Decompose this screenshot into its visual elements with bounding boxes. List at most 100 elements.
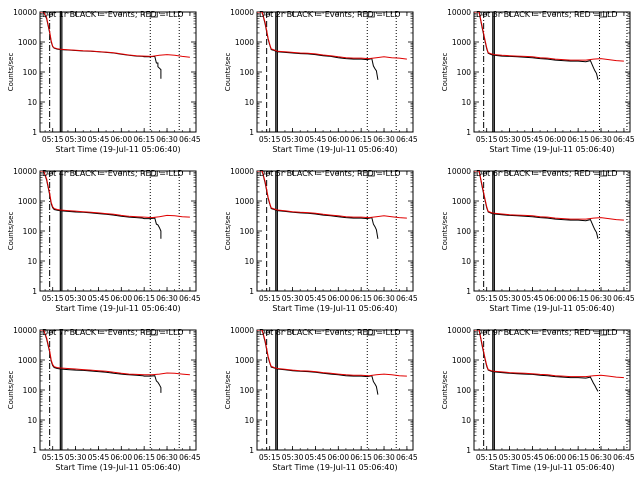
y-tick-label: 1 [249, 128, 254, 137]
events-series-line [40, 12, 162, 79]
y-axis-label: Counts/sec [7, 212, 15, 251]
x-tick-label: 05:30 [499, 453, 521, 462]
x-tick-label: 06:15 [567, 135, 589, 144]
x-tick-label: 06:30 [590, 294, 612, 303]
x-tick-label: 06:45 [613, 294, 635, 303]
x-tick-label: 05:30 [499, 294, 521, 303]
y-tick-label: 10000 [447, 167, 471, 176]
plot-frame [39, 170, 197, 292]
x-axis-label: Start Time (19-Jul-11 05:06:40) [55, 145, 180, 154]
y-tick-label: 1000 [235, 38, 254, 47]
x-tick-label: 06:00 [327, 294, 349, 303]
y-tick-label: 1000 [18, 38, 37, 47]
x-tick-label: 05:45 [88, 294, 110, 303]
x-tick-label: 05:45 [88, 135, 110, 144]
x-tick-label: 06:45 [179, 294, 201, 303]
x-tick-label: 06:00 [327, 453, 349, 462]
x-tick-label: 05:45 [305, 294, 327, 303]
y-tick-label: 1000 [452, 38, 471, 47]
x-tick-label: 06:00 [544, 135, 566, 144]
y-tick-label: 100 [23, 386, 38, 395]
x-tick-label: 06:45 [613, 135, 635, 144]
x-tick-label: 06:45 [613, 453, 635, 462]
x-tick-label: 06:30 [156, 453, 178, 462]
interval-bracket [149, 171, 158, 177]
y-tick-label: 10000 [230, 167, 254, 176]
panel-det-1: 1 10 100 1000 10000 05:15 05:30 05:45 06:00 06:15… [7, 8, 201, 154]
x-tick-label: 05:45 [305, 135, 327, 144]
y-tick-label: 100 [240, 227, 255, 236]
y-tick-label: 10000 [13, 8, 37, 17]
x-axis-label: Start Time (19-Jul-11 05:06:40) [489, 304, 614, 313]
x-tick-label: 06:30 [373, 453, 395, 462]
x-axis-label: Start Time (19-Jul-11 05:06:40) [55, 304, 180, 313]
x-tick-label: 05:15 [476, 294, 498, 303]
x-tick-label: 06:15 [133, 453, 155, 462]
lld-series-line [40, 12, 190, 58]
x-tick-label: 06:15 [350, 453, 372, 462]
x-tick-label: 06:30 [156, 294, 178, 303]
x-tick-label: 06:45 [396, 294, 418, 303]
x-tick-label: 05:30 [282, 453, 304, 462]
x-tick-label: 06:30 [590, 135, 612, 144]
x-tick-label: 05:15 [42, 453, 64, 462]
y-axis-label: Counts/sec [441, 53, 449, 92]
y-tick-label: 1 [32, 287, 37, 296]
x-axis-label: Start Time (19-Jul-11 05:06:40) [272, 463, 397, 472]
panel-title: Det 1r BLACK = Events, RED = LLD [42, 10, 184, 19]
x-tick-label: 06:15 [133, 135, 155, 144]
y-tick-label: 1 [32, 128, 37, 137]
panel-title: Det 8r BLACK = Events, RED = LLD [259, 328, 401, 337]
x-tick-label: 05:15 [476, 453, 498, 462]
x-axis-label: Start Time (19-Jul-11 05:06:40) [55, 463, 180, 472]
x-axis-label: Start Time (19-Jul-11 05:06:40) [272, 304, 397, 313]
panel-title: Det 5r BLACK = Events, RED = LLD [259, 169, 401, 178]
x-tick-label: 06:00 [544, 294, 566, 303]
y-tick-label: 10000 [13, 326, 37, 335]
plot-frame [473, 170, 631, 292]
interval-bracket [366, 12, 375, 18]
interval-bracket [366, 171, 375, 177]
panel-det-7: 1 10 100 1000 10000 05:15 05:30 05:45 06:00 06:15… [7, 326, 201, 472]
x-tick-label: 05:45 [88, 453, 110, 462]
panel-title: Det 3r BLACK = Events, RED = LLD [476, 10, 618, 19]
lld-series-line [40, 330, 190, 376]
panel-title: Det 4r BLACK = Events, RED = LLD [42, 169, 184, 178]
lld-series-line [257, 330, 407, 377]
x-tick-label: 05:45 [522, 294, 544, 303]
y-axis-label: Counts/sec [224, 212, 232, 251]
y-tick-label: 10 [461, 98, 471, 107]
y-tick-label: 100 [23, 227, 38, 236]
y-tick-label: 10 [461, 257, 471, 266]
panel-det-4: 1 10 100 1000 10000 05:15 05:30 05:45 06:00 06:15… [7, 167, 201, 313]
panel-det-9: 1 10 100 1000 10000 05:15 05:30 05:45 06:00 06:15… [441, 326, 635, 472]
y-tick-label: 10000 [230, 326, 254, 335]
panel-det-5: 1 10 100 1000 10000 05:15 05:30 05:45 06:00 06:15… [224, 167, 418, 313]
y-axis-label: Counts/sec [7, 371, 15, 410]
y-axis-label: Counts/sec [441, 371, 449, 410]
x-tick-label: 05:30 [65, 453, 87, 462]
y-tick-label: 10 [244, 416, 254, 425]
x-axis-label: Start Time (19-Jul-11 05:06:40) [489, 145, 614, 154]
events-series-line [257, 330, 379, 395]
x-tick-label: 06:15 [567, 294, 589, 303]
interval-bracket [599, 12, 607, 18]
y-tick-label: 1000 [18, 197, 37, 206]
y-tick-label: 1 [249, 446, 254, 455]
y-tick-label: 100 [23, 68, 38, 77]
plot-frame [39, 329, 197, 451]
lld-series-line [474, 171, 624, 221]
x-tick-label: 06:15 [567, 453, 589, 462]
x-tick-label: 06:00 [544, 453, 566, 462]
x-tick-label: 06:45 [179, 453, 201, 462]
interval-bracket [366, 330, 375, 336]
events-series-line [257, 12, 379, 80]
y-tick-label: 10000 [447, 326, 471, 335]
x-tick-label: 05:30 [65, 135, 87, 144]
x-tick-label: 06:15 [350, 135, 372, 144]
y-tick-label: 1000 [18, 356, 37, 365]
plot-frame [256, 11, 414, 133]
panel-title: Det 2r BLACK = Events, RED = LLD [259, 10, 401, 19]
x-tick-label: 06:00 [110, 294, 132, 303]
x-tick-label: 06:45 [179, 135, 201, 144]
